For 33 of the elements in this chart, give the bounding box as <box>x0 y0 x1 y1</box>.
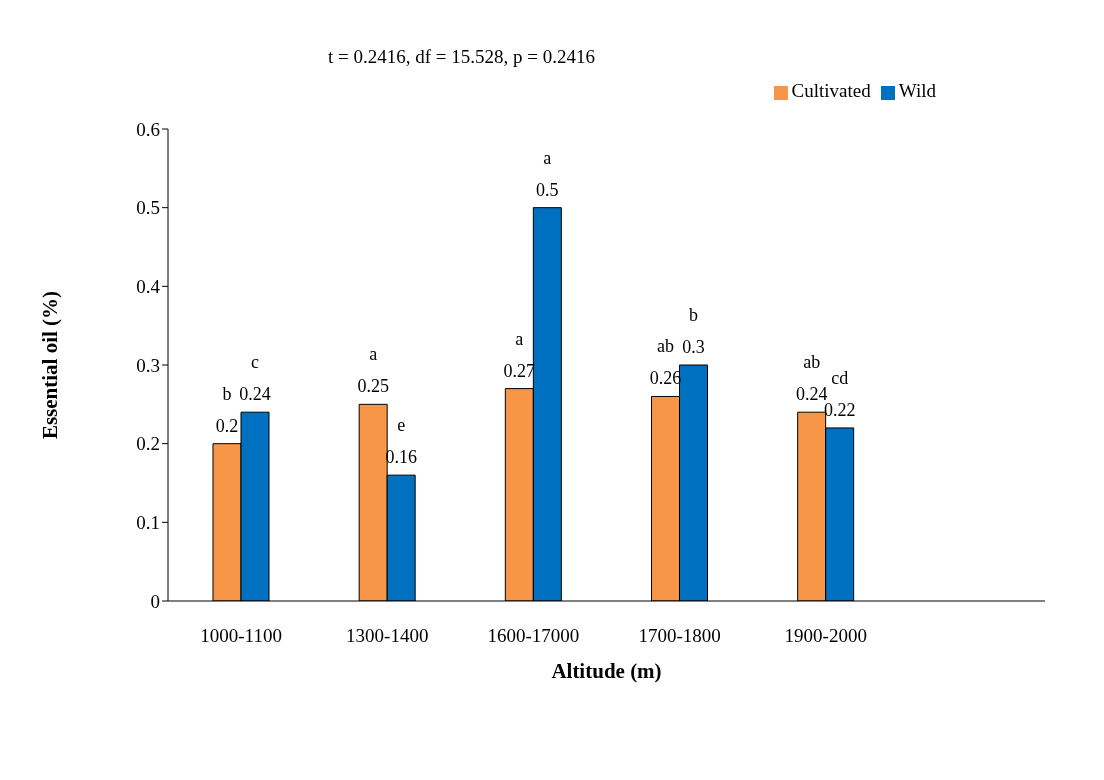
data-label: 0.24 <box>239 384 271 405</box>
annotation: a <box>543 147 552 168</box>
y-tick-label: 0.4 <box>136 276 161 298</box>
data-label: 0.25 <box>357 376 389 397</box>
y-tick-label: 0 <box>150 590 160 612</box>
annotation: e <box>397 415 406 436</box>
x-tick-label: 1300-1400 <box>346 625 429 647</box>
y-tick-label: 0.6 <box>136 118 160 140</box>
x-tick-label: 1600-17000 <box>487 625 580 647</box>
annotation: ab <box>657 336 674 357</box>
annotation: a <box>515 328 524 349</box>
x-tick-label: 1900-2000 <box>784 625 867 647</box>
annotation: b <box>222 383 232 404</box>
data-label: 0.5 <box>536 179 559 200</box>
annotation: ab <box>803 352 821 373</box>
data-label: 0.3 <box>682 337 705 357</box>
annotation: cd <box>831 367 849 388</box>
text: t = 0.2416, df = 15.528, p = 0.2416 <box>328 46 596 68</box>
data-label: 0.2 <box>215 415 239 436</box>
y-tick-label: 0.3 <box>136 354 160 376</box>
data-label: 0.22 <box>823 399 856 420</box>
legend-label: Wild <box>898 80 936 101</box>
x-tick-label: 1000-1100 <box>200 625 282 647</box>
y-axis-title: Essential oil (%) <box>38 290 63 440</box>
x-axis-title: Altitude (m) <box>551 659 662 683</box>
annotation: b <box>689 305 698 325</box>
annotation: a <box>369 344 378 365</box>
y-tick-label: 0.1 <box>136 512 160 534</box>
y-tick-label: 0.2 <box>136 433 160 455</box>
annotation: c <box>251 352 259 373</box>
legend-label: Cultivated <box>791 80 871 101</box>
y-tick-label: 0.5 <box>136 197 160 219</box>
x-tick-label: 1700-1800 <box>638 625 721 647</box>
